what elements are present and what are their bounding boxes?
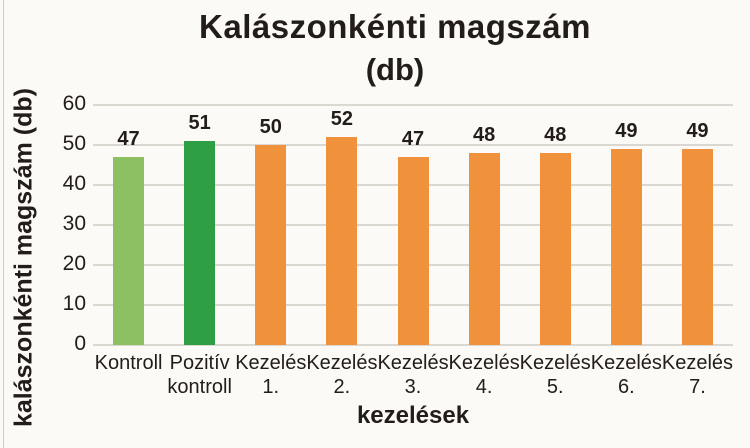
bar-value-label: 47 [401,128,425,150]
bar [255,145,287,345]
bar [397,157,429,345]
bar [113,157,145,345]
bar-value-label: 47 [117,128,140,150]
bar-value-label: 49 [686,120,709,142]
chart-title: Kalászonkénti magszám [199,8,591,45]
bar [539,153,571,345]
bar [610,149,642,345]
bar-value-label: 48 [544,124,567,146]
plot-area [93,104,733,346]
bar [681,149,713,345]
y-tick-label: 0 [74,332,86,355]
x-tick-label: Kezelés 4. [448,352,520,398]
y-tick-label: 20 [62,252,86,275]
bar-value-label: 48 [472,124,496,146]
bar [326,137,358,345]
x-axis-title: kezelések [356,402,470,429]
bar-value-label: 52 [330,108,353,130]
bar [468,153,500,345]
chart-subtitle: (db) [365,52,425,87]
x-tick-label: Pozitív kontroll [167,352,232,398]
bar [184,141,216,345]
y-tick-label: 40 [62,172,86,195]
x-tick-label: Kezelés 1. [235,352,307,398]
y-tick-label: 30 [62,212,86,235]
gridline [93,344,733,346]
gridline [93,104,733,106]
y-tick-label: 50 [62,132,86,155]
bar-value-label: 50 [259,116,282,138]
page-edge-line [3,0,4,448]
x-tick-label: Kontroll [94,352,163,374]
y-tick-label: 60 [62,92,86,115]
bar-value-label: 49 [615,120,638,142]
bar-value-label: 51 [188,112,211,134]
x-tick-label: Kezelés 5. [519,352,591,398]
x-tick-label: Kezelés 3. [377,352,449,398]
x-tick-label: Kezelés 6. [590,352,662,398]
x-tick-label: Kezelés 7. [661,352,734,398]
x-tick-label: Kezelés 2. [306,352,378,398]
y-axis-title: kalászonkénti magszám (db) [9,88,38,427]
y-tick-label: 10 [62,292,86,315]
gridline [93,144,733,146]
